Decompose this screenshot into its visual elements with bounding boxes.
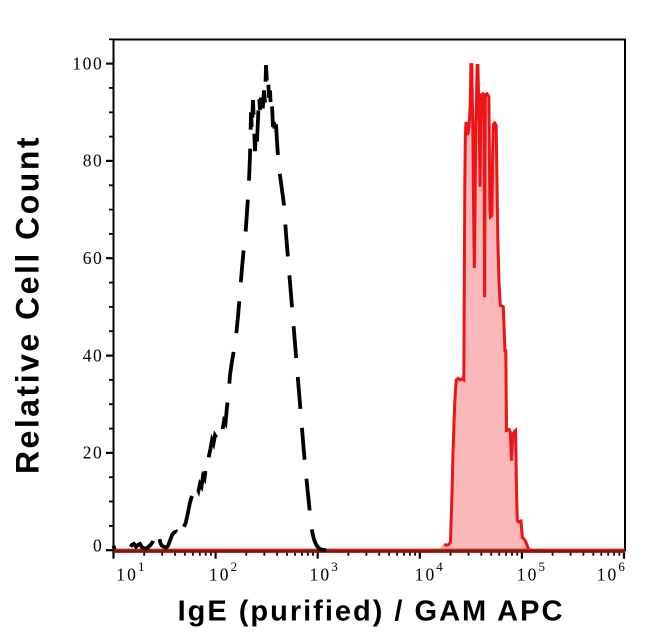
svg-text:IgE (purified) / GAM APC: IgE (purified) / GAM APC <box>178 596 565 628</box>
svg-text:Relative Cell Count: Relative Cell Count <box>9 135 45 474</box>
svg-text:60: 60 <box>83 248 104 268</box>
svg-text:20: 20 <box>83 443 104 463</box>
svg-text:80: 80 <box>83 151 104 171</box>
svg-text:0: 0 <box>93 535 103 555</box>
svg-text:100: 100 <box>72 53 103 73</box>
svg-text:40: 40 <box>83 345 104 365</box>
